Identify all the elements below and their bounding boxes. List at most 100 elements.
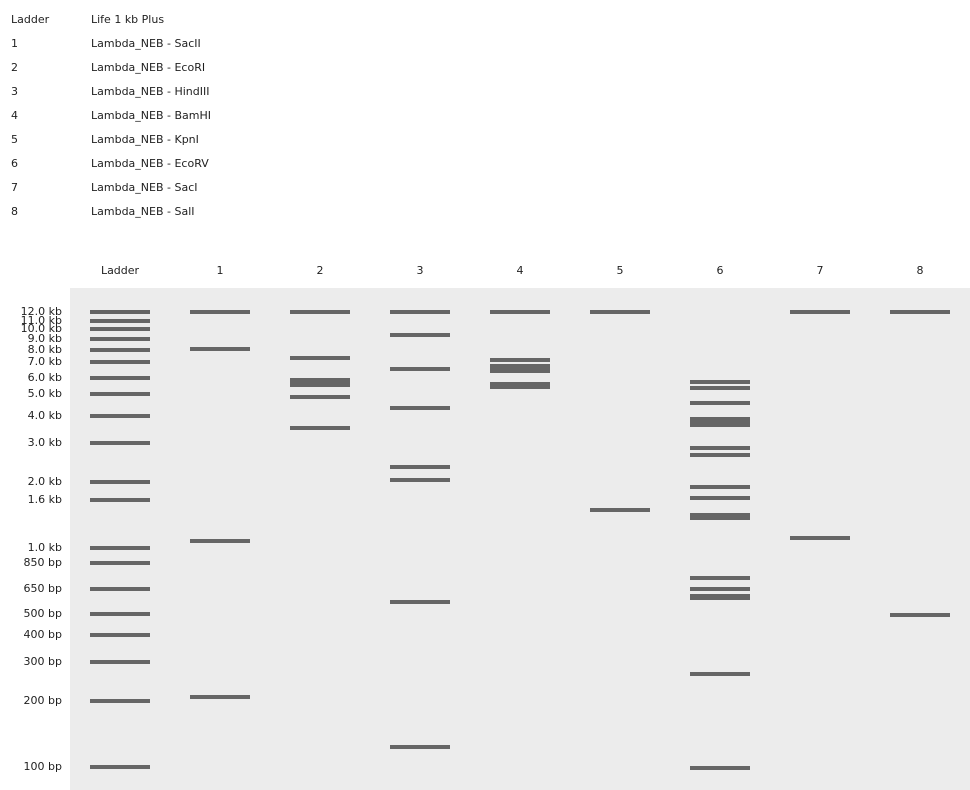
legend-lane-id: 6 [11, 157, 18, 170]
legend-sample-name: Life 1 kb Plus [91, 13, 165, 26]
lane-header: 7 [816, 264, 824, 277]
legend-row: 6 Lambda_NEB - EcoRV [0, 157, 400, 171]
size-axis-label: 8.0 kb [27, 343, 62, 356]
gel-band [90, 319, 150, 323]
gel-band [490, 363, 550, 373]
gel-band [690, 417, 750, 427]
gel-band [290, 426, 350, 430]
lane-header: Ladder [100, 264, 140, 277]
gel-band [90, 546, 150, 550]
size-axis-label: 1.0 kb [27, 541, 62, 554]
size-axis-label: 100 bp [23, 760, 62, 773]
gel-band [690, 766, 750, 770]
size-axis-label: 12.0 kb [20, 305, 62, 318]
size-axis-label: 6.0 kb [27, 371, 62, 384]
gel-band [90, 414, 150, 418]
lane-header: 5 [616, 264, 624, 277]
gel-band [390, 406, 450, 410]
gel-band [290, 356, 350, 360]
gel-band [90, 441, 150, 445]
size-axis-label: 7.0 kb [27, 355, 62, 368]
gel-band [890, 310, 950, 314]
legend-row: 4 Lambda_NEB - BamHI [0, 109, 400, 123]
gel-band [190, 310, 250, 314]
gel-band [690, 587, 750, 591]
gel-band [90, 765, 150, 769]
gel-band [590, 310, 650, 314]
gel-band [90, 633, 150, 637]
gel-band [390, 478, 450, 482]
legend-lane-id: 7 [11, 181, 18, 194]
legend-sample-name: Lambda_NEB - SalI [91, 205, 195, 218]
size-axis-label: 5.0 kb [27, 387, 62, 400]
legend-sample-name: Lambda_NEB - SacII [91, 37, 201, 50]
lane-header: 4 [516, 264, 524, 277]
gel-band [90, 337, 150, 341]
legend-row: 8 Lambda_NEB - SalI [0, 205, 400, 219]
gel-band [590, 508, 650, 512]
lane-header: 2 [316, 264, 324, 277]
gel-band [690, 594, 750, 600]
gel-band [390, 333, 450, 337]
legend-lane-id: 2 [11, 61, 18, 74]
legend-lane-id: 5 [11, 133, 18, 146]
gel-band [90, 376, 150, 380]
gel-band [90, 561, 150, 565]
sample-legend: Ladder Life 1 kb Plus 1 Lambda_NEB - Sac… [0, 0, 400, 230]
lane-header: 1 [216, 264, 224, 277]
size-axis-label: 200 bp [23, 694, 62, 707]
legend-sample-name: Lambda_NEB - EcoRI [91, 61, 206, 74]
gel-band [290, 310, 350, 314]
legend-sample-name: Lambda_NEB - KpnI [91, 133, 199, 146]
lane-header: 3 [416, 264, 424, 277]
gel-band [690, 401, 750, 405]
gel-band [90, 480, 150, 484]
legend-lane-id: 1 [11, 37, 18, 50]
gel-band [690, 512, 750, 520]
gel-band [390, 310, 450, 314]
gel-band [90, 348, 150, 352]
size-axis-label: 650 bp [23, 582, 62, 595]
gel-band [490, 381, 550, 389]
legend-sample-name: Lambda_NEB - HindIII [91, 85, 210, 98]
size-axis-label: 4.0 kb [27, 409, 62, 422]
gel-band [690, 446, 750, 450]
gel-band [290, 395, 350, 399]
gel [70, 288, 970, 790]
legend-row: 5 Lambda_NEB - KpnI [0, 133, 400, 147]
size-axis-label: 3.0 kb [27, 436, 62, 449]
legend-row: 2 Lambda_NEB - EcoRI [0, 61, 400, 75]
legend-sample-name: Lambda_NEB - EcoRV [91, 157, 209, 170]
gel-band [90, 310, 150, 314]
gel-band [390, 600, 450, 604]
gel-band [90, 612, 150, 616]
legend-sample-name: Lambda_NEB - BamHI [91, 109, 211, 122]
gel-band [290, 377, 350, 387]
legend-sample-name: Lambda_NEB - SacI [91, 181, 198, 194]
gel-band [690, 672, 750, 676]
size-axis-label: 10.0 kb [20, 322, 62, 335]
gel-band [90, 498, 150, 502]
gel-band [190, 539, 250, 543]
gel-band [690, 380, 750, 384]
legend-row: Ladder Life 1 kb Plus [0, 13, 400, 27]
gel-band [690, 386, 750, 390]
gel-band [90, 660, 150, 664]
gel-band [90, 699, 150, 703]
gel-band [790, 536, 850, 540]
legend-lane-id: Ladder [11, 13, 50, 26]
gel-band [790, 310, 850, 314]
gel-band [190, 695, 250, 699]
size-axis-label: 300 bp [23, 655, 62, 668]
gel-band [490, 358, 550, 362]
gel-band [90, 360, 150, 364]
gel-band [190, 347, 250, 351]
legend-lane-id: 3 [11, 85, 18, 98]
gel-band [690, 496, 750, 500]
gel-band [690, 453, 750, 457]
size-axis-label: 11.0 kb [20, 314, 62, 327]
legend-row: 1 Lambda_NEB - SacII [0, 37, 400, 51]
size-axis-label: 400 bp [23, 628, 62, 641]
legend-lane-id: 4 [11, 109, 18, 122]
legend-row: 7 Lambda_NEB - SacI [0, 181, 400, 195]
